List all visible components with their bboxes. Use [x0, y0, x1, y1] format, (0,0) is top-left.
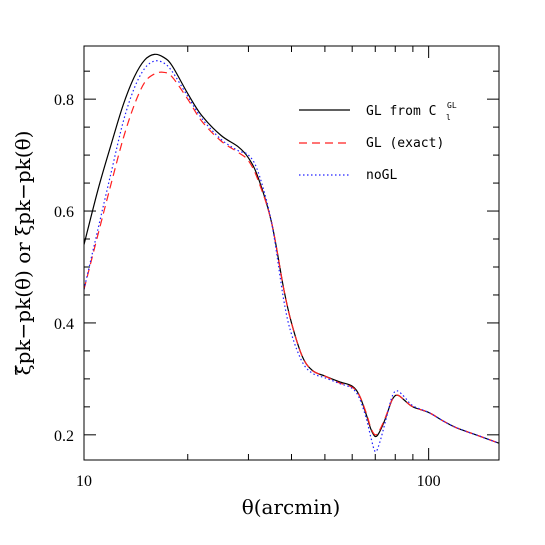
axis-ticks: [83, 46, 499, 460]
series-line-nogl: [84, 60, 499, 453]
series-line-gl-from-cl: [84, 53, 499, 444]
y-axis-label: ξ̃pk−pk(θ) or ξpk−pk(θ): [11, 131, 35, 376]
legend-label-gl-exact: GL (exact): [366, 136, 444, 151]
tick-labels: 10 100 0.2 0.4 0.6 0.8: [54, 92, 441, 490]
legend-label-gl-from-cl: GL from C: [366, 104, 436, 119]
y-tick-label: 0.8: [54, 92, 74, 109]
legend: GL from C GL l GL (exact) noGL: [299, 101, 457, 183]
plot-frame: [83, 45, 500, 461]
series-line-gl-exact: [84, 71, 499, 444]
y-tick-label: 0.4: [54, 316, 74, 333]
y-tick-label: 0.2: [54, 428, 74, 445]
series-lines: [84, 53, 499, 453]
x-axis-label: θ(arcmin): [242, 495, 341, 519]
y-tick-label: 0.6: [54, 204, 74, 221]
x-tick-label: 10: [76, 473, 92, 490]
legend-label-gl-from-cl-sup: GL: [447, 101, 457, 110]
legend-label-nogl: noGL: [366, 168, 397, 183]
x-tick-label: 100: [417, 473, 441, 490]
legend-label-gl-from-cl-sub: l: [446, 113, 451, 122]
legend-label-gl-from-cl-main: GL from C: [366, 104, 436, 119]
